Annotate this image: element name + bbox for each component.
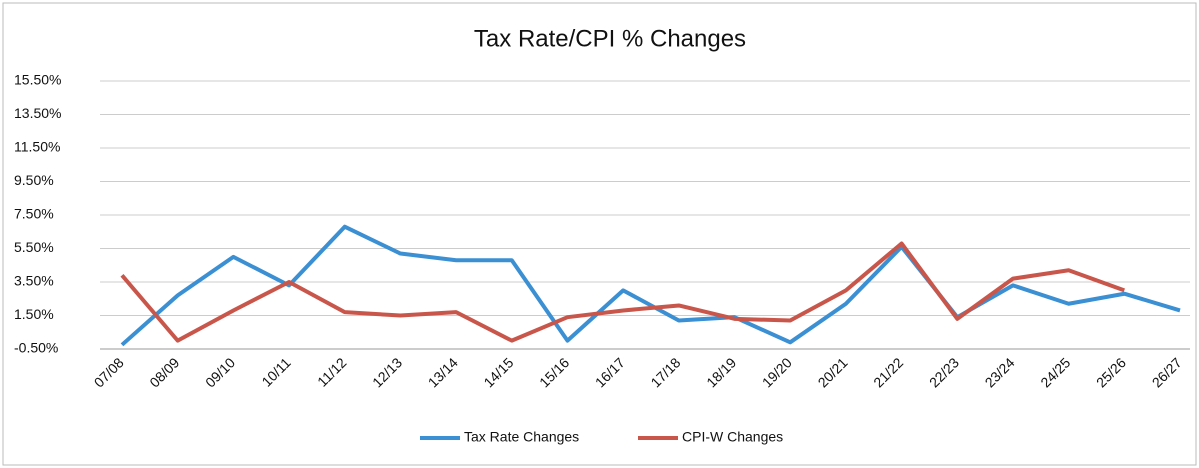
- y-tick-label: 5.50%: [14, 239, 54, 255]
- series-line: [120, 224, 1181, 347]
- legend-label: Tax Rate Changes: [464, 429, 579, 445]
- chart-title: Tax Rate/CPI % Changes: [474, 25, 746, 52]
- series-line: [120, 241, 1125, 343]
- legend-label: CPI-W Changes: [682, 429, 783, 445]
- y-tick-label: 13.50%: [14, 105, 61, 121]
- y-tick-label: 15.50%: [14, 72, 61, 88]
- y-tick-label: 1.50%: [14, 306, 54, 322]
- y-tick-label: -0.50%: [14, 340, 58, 356]
- y-tick-label: 9.50%: [14, 172, 54, 188]
- y-tick-label: 7.50%: [14, 206, 54, 222]
- y-tick-label: 3.50%: [14, 273, 54, 289]
- y-tick-label: 11.50%: [14, 139, 60, 155]
